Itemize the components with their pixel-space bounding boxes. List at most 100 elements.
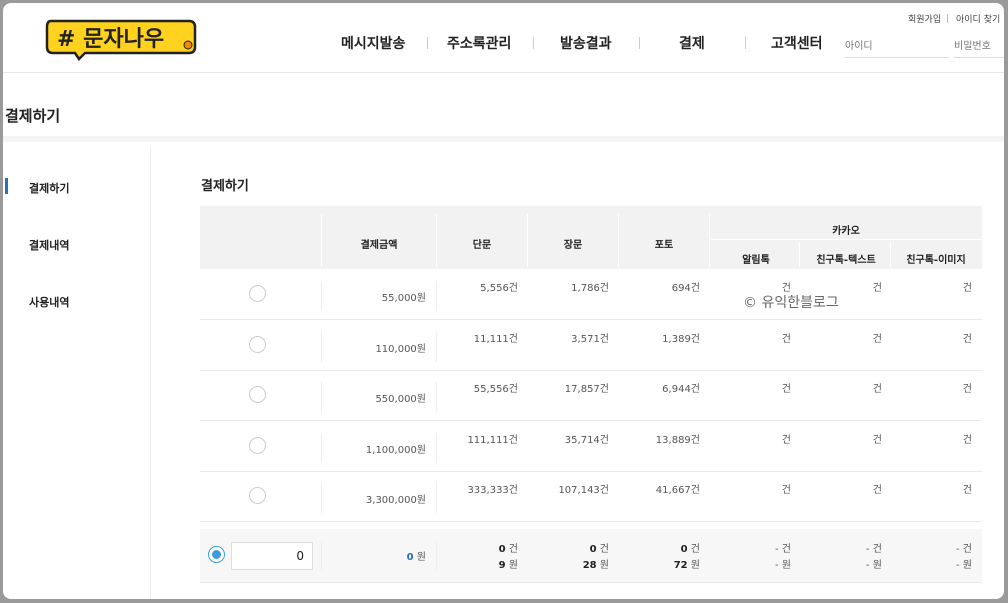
cell-photo: 1,389건 <box>662 333 700 345</box>
custom-alim-price: - 원 <box>775 560 791 571</box>
cell-short: 55,556건 <box>473 384 518 395</box>
cell-friend-text: 건 <box>872 333 882 345</box>
custom-ftext-price: - 원 <box>866 560 882 571</box>
custom-fimg-count: - 건 <box>956 544 972 555</box>
cell-short: 111,111건 <box>467 434 518 446</box>
cell-friend-image: 건 <box>962 384 972 395</box>
section-title: 결제하기 <box>201 179 249 194</box>
cell-long: 1,786건 <box>571 283 609 294</box>
table-row[interactable]: 550,000원 55,556건 17,857건 6,944건 건 건 건 <box>200 370 982 421</box>
nav-payment[interactable]: 결제 <box>679 36 705 52</box>
custom-photo-count: 0 건 <box>680 544 700 555</box>
cell-amount: 1,100,000원 <box>365 444 426 456</box>
amount-radio[interactable] <box>249 386 266 403</box>
custom-short-price: 9 원 <box>498 560 518 571</box>
nav-send-result[interactable]: 발송결과 <box>560 36 612 52</box>
page-title-bar: 결제하기 <box>3 74 1004 142</box>
util-divider <box>947 14 948 23</box>
table-row[interactable]: 3,300,000원 333,333건 107,143건 41,667건 건 건 건 <box>200 471 982 522</box>
cell-alimtalk: 건 <box>781 283 791 294</box>
custom-short-count: 0 건 <box>498 544 518 555</box>
nav-divider <box>427 37 428 49</box>
custom-amount-input[interactable] <box>231 542 313 570</box>
table-row[interactable]: 55,000원 5,556건 1,786건 694건 건 건 건 <box>200 269 982 320</box>
nav-divider <box>745 37 746 49</box>
custom-photo-price: 72 원 <box>673 560 700 571</box>
cell-divider <box>321 382 322 412</box>
nav-divider <box>533 37 534 49</box>
header-friend-image: 친구톡-이미지 <box>906 255 966 266</box>
payment-table: 결제금액 단문 장문 포토 카카오 알림톡 친구톡-텍스트 친구톡-이미지 55… <box>200 206 982 599</box>
cell-photo: 13,889건 <box>655 434 700 446</box>
cell-divider <box>436 281 437 311</box>
header-amount: 결제금액 <box>360 240 398 251</box>
cell-amount: 110,000원 <box>375 343 426 355</box>
cell-divider <box>321 281 322 311</box>
table-row[interactable]: 110,000원 11,111건 3,571건 1,389건 건 건 건 <box>200 320 982 371</box>
cell-friend-image: 건 <box>962 434 972 446</box>
nav-address-book[interactable]: 주소록관리 <box>447 36 512 52</box>
header-kakao: 카카오 <box>832 226 860 237</box>
cell-friend-image: 건 <box>962 333 972 345</box>
cell-alimtalk: 건 <box>781 333 791 345</box>
cell-long: 17,857건 <box>564 384 609 395</box>
cell-long: 3,571건 <box>571 333 609 345</box>
custom-long-price: 28 원 <box>582 560 609 571</box>
cell-amount: 550,000원 <box>375 394 426 405</box>
nav-customer-center[interactable]: 고객센터 <box>771 36 823 52</box>
custom-ftext-count: - 건 <box>866 544 882 555</box>
cell-photo: 6,944건 <box>662 384 700 395</box>
custom-amount-total: 0 원 <box>406 552 426 563</box>
cell-divider <box>436 382 437 412</box>
cell-alimtalk: 건 <box>781 485 791 496</box>
cell-divider <box>321 331 322 362</box>
cell-friend-text: 건 <box>872 283 882 294</box>
sidebar-item-payment[interactable]: 결제하기 <box>29 182 70 195</box>
page-title: 결제하기 <box>5 107 61 125</box>
amount-radio[interactable] <box>249 436 266 454</box>
cell-divider <box>321 432 322 463</box>
browser-frame: # 문자나우 메시지발송 주소록관리 발송결과 결제 고객센터 회원가입 아이디… <box>3 3 1004 599</box>
sidebar-item-payment-history[interactable]: 결제내역 <box>29 239 70 252</box>
cell-photo: 694건 <box>671 283 700 294</box>
cell-friend-image: 건 <box>962 485 972 496</box>
header-short: 단문 <box>472 240 492 251</box>
login-id-input[interactable] <box>845 36 949 58</box>
site-header: # 문자나우 메시지발송 주소록관리 발송결과 결제 고객센터 회원가입 아이디… <box>3 3 1004 73</box>
custom-fimg-price: - 원 <box>956 560 972 571</box>
custom-amount-radio[interactable] <box>208 546 225 563</box>
cell-photo: 41,667건 <box>655 485 700 496</box>
site-logo[interactable]: # 문자나우 <box>45 17 197 61</box>
custom-alim-count: - 건 <box>775 544 791 555</box>
signup-link[interactable]: 회원가입 <box>908 15 942 25</box>
cell-amount: 55,000원 <box>381 293 426 304</box>
cell-friend-image: 건 <box>962 283 972 294</box>
find-id-link[interactable]: 아이디 찾기 <box>956 15 1001 25</box>
cell-long: 35,714건 <box>564 434 609 446</box>
amount-radio[interactable] <box>249 335 266 353</box>
sidebar: 결제하기 결제내역 사용내역 <box>3 148 151 599</box>
cell-alimtalk: 건 <box>781 434 791 446</box>
header-friend-text: 친구톡-텍스트 <box>816 255 876 266</box>
watermark: © 유익한블로그 <box>743 295 839 311</box>
cell-divider <box>436 483 437 513</box>
cell-divider <box>321 483 322 513</box>
cell-divider <box>436 331 437 362</box>
custom-long-count: 0 건 <box>589 544 609 555</box>
amount-radio[interactable] <box>249 487 266 504</box>
amount-radio[interactable] <box>249 285 266 302</box>
sidebar-active-marker <box>5 178 8 194</box>
cell-short: 333,333건 <box>467 485 518 496</box>
cell-long: 107,143건 <box>558 485 609 496</box>
login-password-input[interactable] <box>954 36 1004 58</box>
header-long: 장문 <box>563 240 583 251</box>
cell-alimtalk: 건 <box>781 384 791 395</box>
sidebar-item-usage-history[interactable]: 사용내역 <box>29 296 70 309</box>
cell-friend-text: 건 <box>872 434 882 446</box>
nav-message-send[interactable]: 메시지발송 <box>341 36 406 52</box>
cell-amount: 3,300,000원 <box>365 495 426 506</box>
cell-friend-text: 건 <box>872 384 882 395</box>
cell-friend-text: 건 <box>872 485 882 496</box>
table-row[interactable]: 1,100,000원 111,111건 35,714건 13,889건 건 건 건 <box>200 421 982 472</box>
custom-amount-row: 0 원 0 건 9 원 0 건 28 원 0 건 72 원 - 건 - 원 - … <box>200 529 982 583</box>
